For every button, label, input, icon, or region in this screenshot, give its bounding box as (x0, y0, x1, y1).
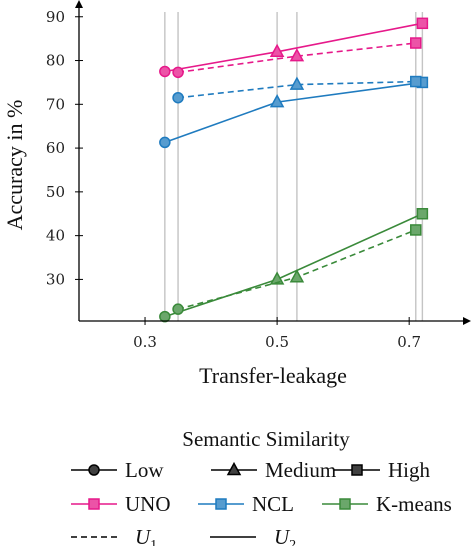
series-layer (159, 17, 429, 323)
legend-label: UNO (125, 492, 171, 516)
legend-label: High (388, 458, 431, 482)
legend-marker-low (88, 464, 100, 476)
data-point (269, 94, 285, 108)
series-ncl-u1 (172, 75, 422, 104)
x-axis-title: Transfer-leakage (199, 363, 347, 388)
data-point (410, 75, 422, 88)
data-point (159, 310, 171, 323)
data-point (289, 76, 305, 90)
data-point (416, 207, 429, 220)
legend-marker-k-means (339, 498, 351, 510)
legend-label: K-means (376, 492, 452, 516)
data-point (269, 43, 285, 58)
data-point (410, 37, 422, 49)
legend-marker-uno (88, 498, 100, 510)
x-tick-label: 0.7 (397, 333, 421, 351)
y-tick-label: 30 (46, 270, 65, 288)
axes (75, 0, 471, 325)
ticks: 0.3 0.5 0.7 30 40 50 60 70 80 90 (46, 8, 421, 351)
series-uno-u1 (172, 37, 422, 79)
y-tick-label: 60 (46, 139, 65, 157)
x-tick-label: 0.3 (133, 333, 157, 351)
series-ncl-u2 (159, 76, 429, 149)
series-k-means-u1 (172, 224, 422, 315)
reference-lines (164, 12, 424, 321)
legend-label-subscript: 1 (150, 538, 157, 546)
series-line (164, 213, 423, 318)
series-uno-u2 (159, 17, 429, 78)
y-tick-label: 50 (46, 183, 65, 201)
x-axis-arrow (463, 317, 471, 325)
data-point (159, 136, 171, 149)
data-point (172, 66, 184, 79)
legend-label: Medium (265, 458, 336, 482)
data-point (172, 303, 184, 315)
legend: Semantic Similarity Low Medium High UNO NCL… (71, 427, 452, 546)
legend-label: Low (125, 458, 164, 482)
legend-row-metrics: U1 U2 (71, 525, 296, 546)
y-tick-label: 90 (46, 8, 65, 26)
legend-row-similarity: Low Medium High (71, 458, 431, 482)
legend-label: U1 (135, 525, 157, 546)
data-point (159, 65, 171, 78)
data-point (416, 17, 429, 30)
legend-marker-ncl (215, 498, 227, 510)
y-tick-label: 80 (46, 52, 65, 70)
data-point (172, 91, 184, 104)
series-k-means-u2 (159, 207, 429, 323)
legend-row-methods: UNO NCL K-means (71, 492, 452, 516)
legend-marker-medium (226, 461, 242, 476)
y-axis-title: Accuracy in % (2, 100, 27, 231)
y-tick-label: 40 (46, 227, 65, 245)
legend-label-subscript: 2 (289, 538, 296, 546)
legend-label: NCL (252, 492, 294, 516)
data-point (410, 224, 422, 236)
series-line (164, 22, 423, 73)
legend-label: U2 (274, 525, 296, 546)
data-point (289, 269, 305, 283)
data-point (289, 48, 305, 62)
y-tick-label: 70 (46, 95, 65, 113)
x-tick-label: 0.5 (265, 333, 289, 351)
legend-marker-high (351, 464, 363, 476)
y-axis-arrow (75, 0, 83, 8)
series-line (164, 81, 423, 144)
legend-title: Semantic Similarity (182, 427, 350, 451)
